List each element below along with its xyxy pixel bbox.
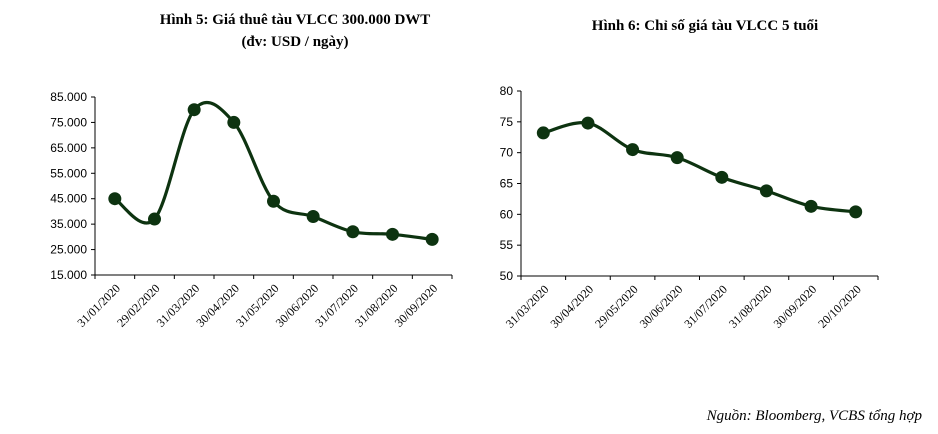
x-tick-label: 30/04/2020 [548, 282, 597, 331]
data-point [267, 194, 280, 208]
data-point [425, 232, 439, 246]
data-point [670, 151, 684, 165]
y-tick-label: 15.000 [50, 268, 87, 282]
chart-subtitle: (đv: USD / ngày) [241, 34, 348, 50]
x-tick-label: 30/06/2020 [637, 282, 686, 331]
y-tick-label: 65 [500, 177, 514, 191]
axes: 15.000 25.000 35.000 45.000 55.000 65.000 75.0… [50, 90, 453, 330]
y-tick-label: 35.000 [50, 217, 87, 231]
data-point [306, 210, 320, 224]
series-marks [108, 101, 439, 246]
y-tick-label: 60 [500, 207, 514, 221]
data-point [581, 116, 595, 130]
data-point [759, 184, 773, 198]
series-line [542, 121, 856, 214]
data-point [108, 192, 122, 206]
data-point [346, 225, 360, 239]
data-point [804, 199, 818, 213]
data-point [386, 227, 399, 241]
source-note: Nguồn: Bloomberg, VCBS tổng hợp [706, 408, 923, 424]
x-tick-label: 31/07/2020 [681, 282, 730, 331]
data-point [148, 212, 161, 226]
chart-rental-rate: Hình 5: Giá thuê tàu VLCC 300.000 DWT (đ… [50, 12, 453, 330]
y-tick-label: 65.000 [50, 141, 87, 155]
y-tick-label: 55 [500, 238, 514, 252]
y-tick-label: 75 [500, 115, 514, 129]
data-point [187, 103, 201, 117]
y-tick-label: 75.000 [50, 115, 87, 129]
y-tick-label: 85.000 [50, 90, 87, 104]
y-tick-label: 55.000 [50, 166, 87, 180]
x-tick-label: 31/08/2020 [726, 282, 775, 331]
chart-title: Hình 5: Giá thuê tàu VLCC 300.000 DWT [160, 12, 431, 28]
y-tick-label: 80 [500, 84, 514, 98]
y-tick-label: 70 [500, 146, 514, 160]
chart-price-index: Hình 6: Chỉ số giá tàu VLCC 5 tuổi 50 55 6… [500, 18, 879, 331]
x-tick-label: 31/03/2020 [503, 282, 552, 331]
data-point [715, 170, 729, 184]
x-tick-label: 29/05/2020 [592, 282, 641, 331]
x-tick-label: 30/09/2020 [771, 282, 820, 331]
data-point [626, 143, 640, 157]
x-tick-label: 20/10/2020 [815, 282, 864, 331]
series-line [113, 101, 433, 241]
data-point [849, 205, 863, 219]
x-tick-label: 30/09/2020 [392, 281, 441, 330]
y-tick-label: 45.000 [50, 192, 87, 206]
y-tick-label: 25.000 [50, 243, 87, 257]
y-tick-label: 50 [500, 269, 514, 283]
chart-title: Hình 6: Chỉ số giá tàu VLCC 5 tuổi [592, 18, 818, 34]
data-point [227, 115, 241, 129]
series-marks [536, 116, 863, 219]
data-point [536, 126, 550, 140]
